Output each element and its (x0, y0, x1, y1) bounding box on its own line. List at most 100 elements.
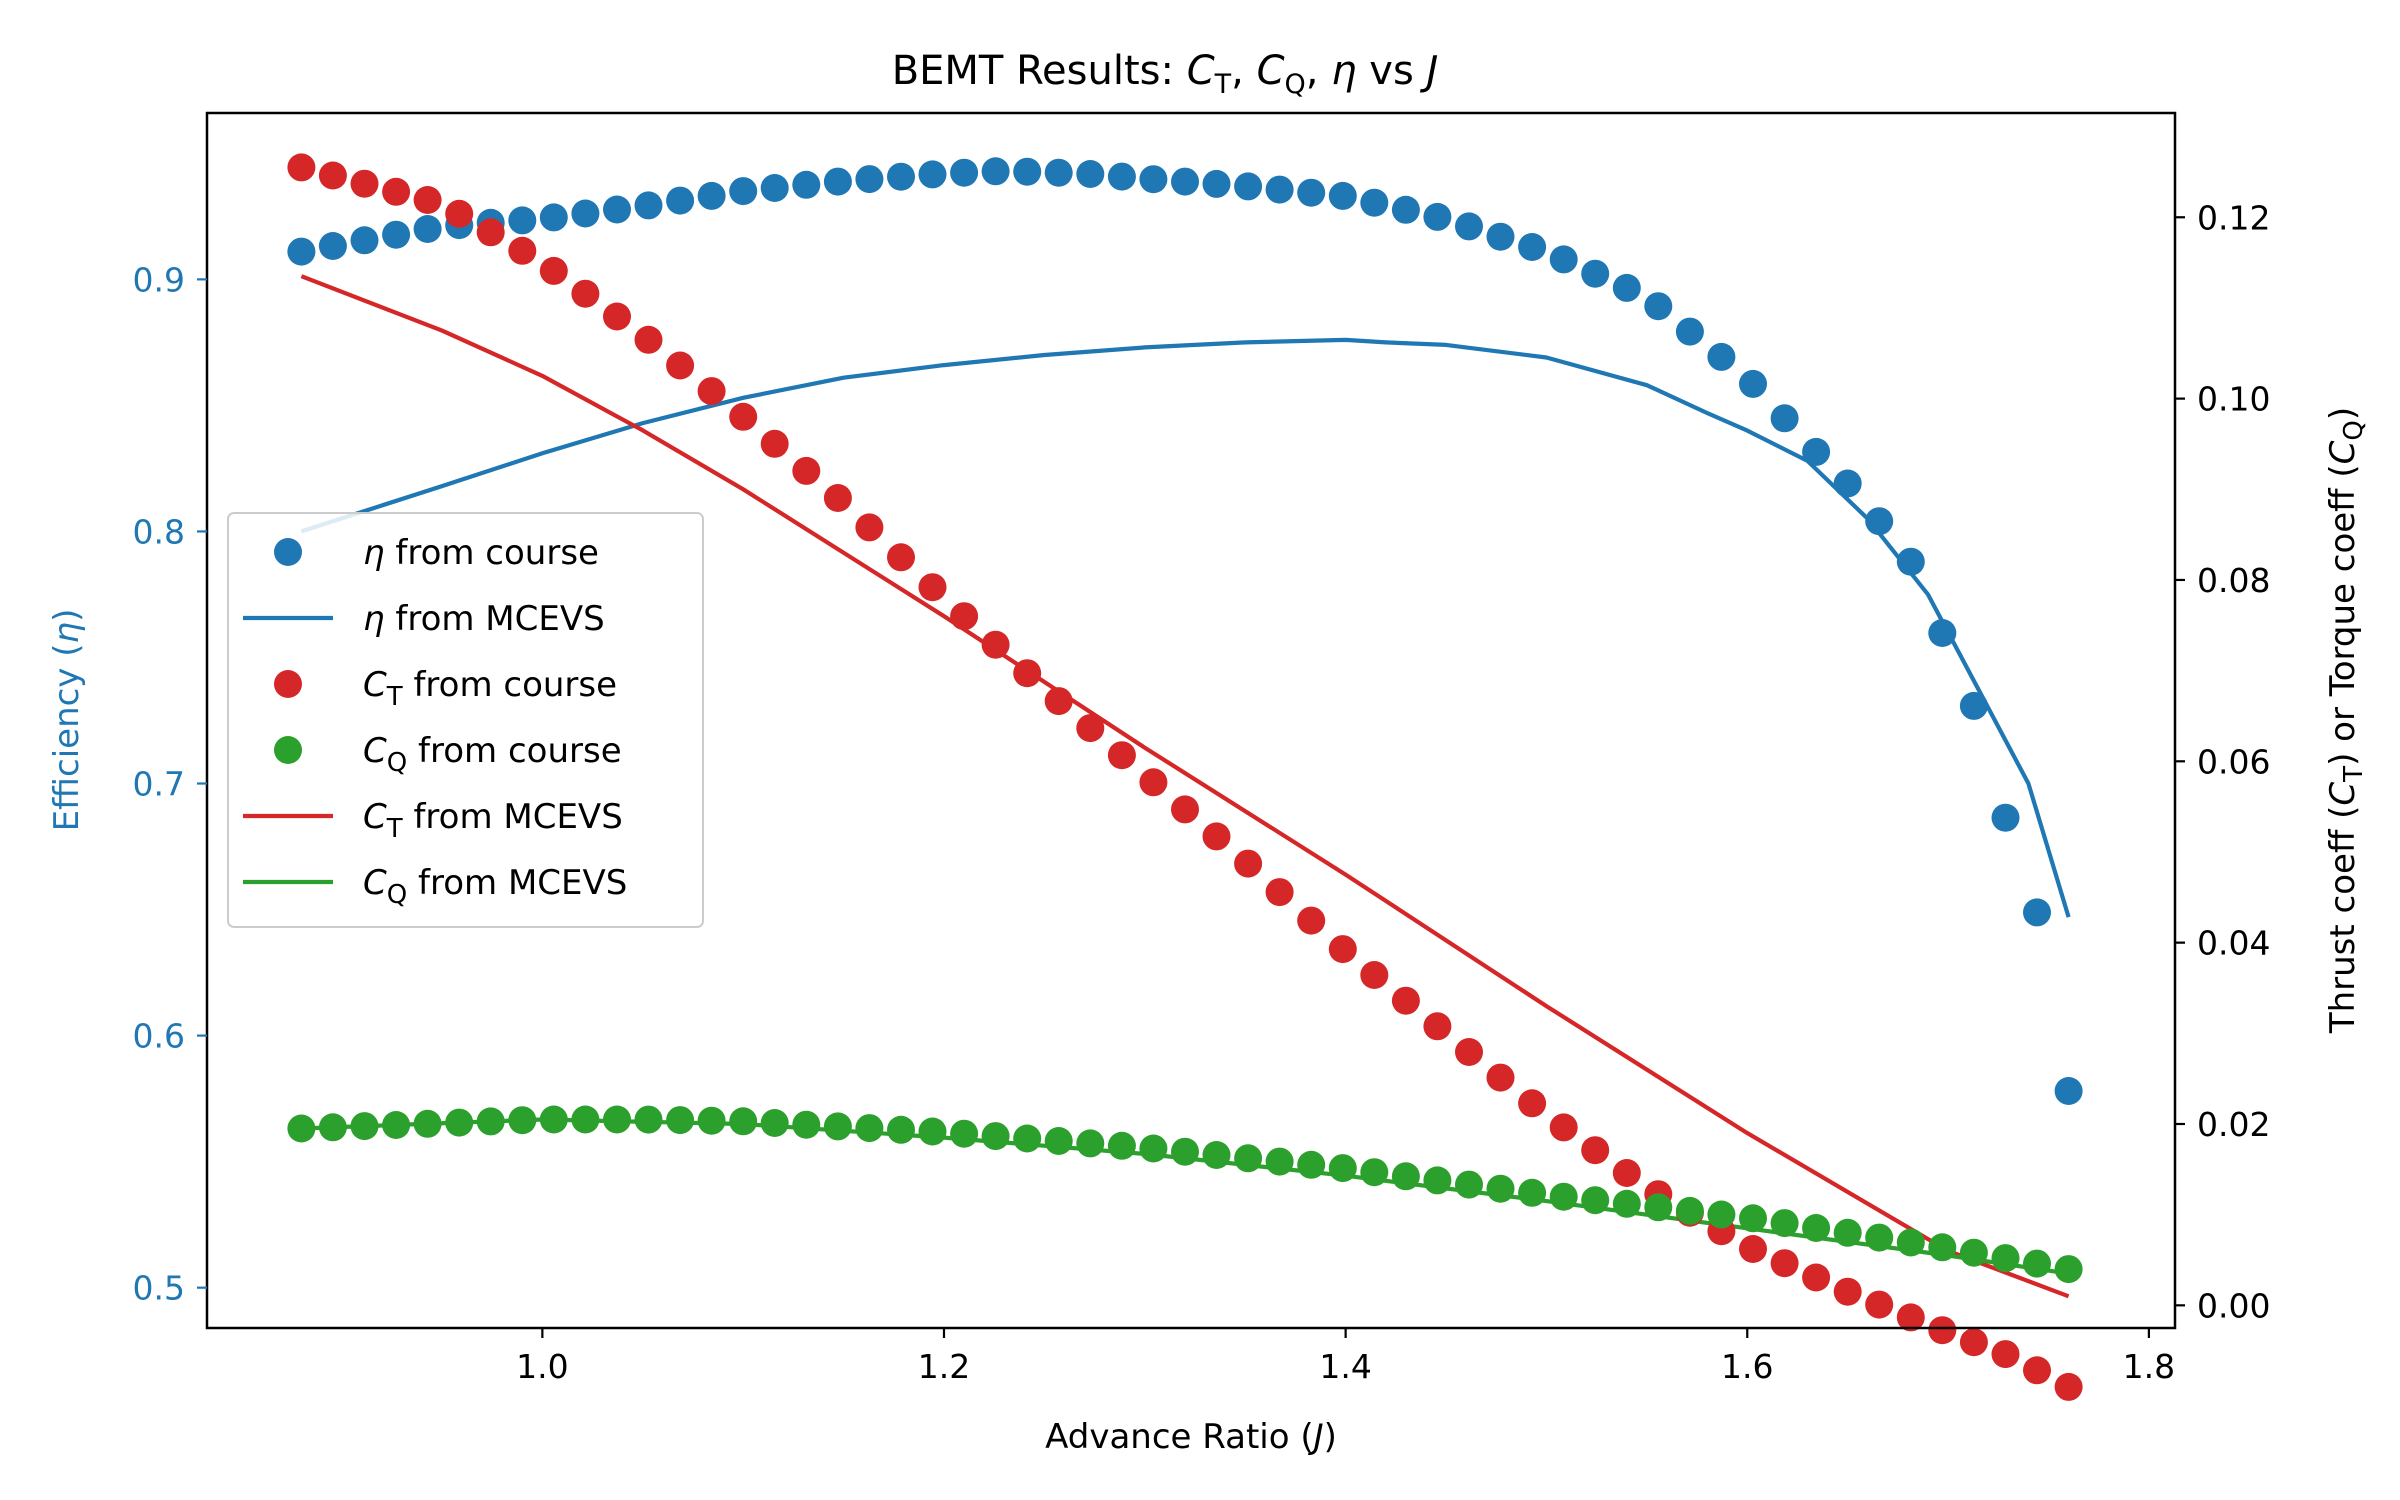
data-point (1770, 1249, 1799, 1278)
data-point (1770, 404, 1799, 433)
data-point (1612, 273, 1641, 302)
y-left-tick-label: 0.7 (133, 765, 185, 804)
data-point (1391, 986, 1420, 1015)
data-point (508, 206, 537, 235)
data-point (413, 186, 442, 214)
data-point (1833, 1218, 1862, 1247)
data-point (1549, 1113, 1578, 1142)
data-point (603, 1105, 631, 1134)
y-left-tick-label: 0.6 (133, 1017, 185, 1056)
legend-label: η from MCEVS (363, 599, 605, 639)
data-point (1013, 1124, 1042, 1153)
data-point (918, 573, 947, 602)
data-point (2054, 1372, 2083, 1401)
data-point (1959, 1328, 1988, 1357)
data-point (823, 484, 852, 512)
data-point (1234, 849, 1263, 878)
data-point (1675, 317, 1704, 346)
data-point (729, 402, 758, 431)
data-point (1202, 169, 1231, 198)
data-point (1107, 741, 1136, 770)
data-point (1423, 202, 1452, 231)
data-point (318, 161, 347, 190)
data-point (792, 170, 821, 199)
data-point (318, 1113, 347, 1142)
y-right-tick-label: 0.10 (2197, 380, 2270, 419)
legend-label: CT from course (363, 665, 617, 712)
data-point (1076, 1129, 1105, 1158)
data-point (918, 1117, 947, 1146)
data-point (476, 1107, 505, 1136)
data-point (382, 1111, 411, 1139)
data-point (950, 602, 979, 631)
data-point (1833, 469, 1862, 498)
data-point (887, 543, 915, 572)
data-point (1265, 175, 1294, 204)
data-point (1328, 181, 1357, 210)
series-points-c-t-from-course (287, 153, 2083, 1401)
data-point (1802, 1263, 1831, 1292)
data-point (634, 325, 663, 354)
plot-area (287, 153, 2083, 1401)
data-point (1644, 1193, 1673, 1222)
legend-entry: η from MCEVS (243, 599, 605, 639)
legend-entry: η from course (274, 533, 599, 573)
data-point (1171, 795, 1199, 824)
data-point (1455, 1170, 1483, 1199)
x-tick-label: 1.8 (2123, 1347, 2175, 1386)
series-points-c-q-from-course (287, 1105, 2083, 1284)
data-point (287, 153, 316, 182)
axis-ticks: 1.0 1.2 1.4 1.6 1.8 0.5 0.6 0.7 0.8 0.9 0.00 0.02 0.… (133, 198, 2271, 1386)
data-point (445, 199, 474, 228)
series-line-c-t-from-mcevs (300, 274, 2070, 1299)
data-point (2054, 1077, 2083, 1105)
data-point (1139, 1134, 1168, 1163)
data-point (508, 236, 537, 265)
x-tick-label: 1.2 (918, 1347, 970, 1386)
data-point (1139, 768, 1168, 797)
data-point (571, 199, 600, 228)
data-point (1865, 507, 1894, 536)
data-point (1234, 1144, 1263, 1173)
legend-label: CQ from MCEVS (363, 863, 627, 910)
data-point (1581, 259, 1610, 288)
data-point (413, 1109, 442, 1138)
data-point (350, 226, 379, 255)
legend-label: CQ from course (363, 731, 622, 778)
data-point (571, 1105, 600, 1134)
data-point (1455, 212, 1483, 241)
data-point (887, 162, 915, 191)
series-line-eta-from-mcevs (300, 337, 2071, 918)
data-point (1013, 157, 1042, 186)
data-point (1107, 162, 1136, 191)
data-point (823, 1112, 852, 1141)
legend-entry: CT from course (274, 665, 617, 712)
data-point (1076, 714, 1105, 743)
legend-entry: CQ from MCEVS (243, 863, 627, 910)
data-point (729, 177, 758, 206)
data-point (1391, 1162, 1420, 1191)
data-point (1044, 687, 1073, 716)
data-point (1518, 1089, 1547, 1118)
data-point (1739, 369, 1767, 398)
data-point (1044, 158, 1073, 187)
data-point (287, 237, 316, 266)
data-point (1896, 1228, 1925, 1257)
legend: η from course η from MCEVS CT from course C… (227, 512, 704, 928)
data-point (1455, 1038, 1483, 1066)
data-point (792, 1110, 821, 1139)
data-point (1802, 1214, 1831, 1242)
data-point (1297, 906, 1326, 935)
data-point (603, 302, 631, 331)
axes-frame (205, 111, 2177, 1330)
data-point (1802, 437, 1831, 466)
legend-marker-dot (274, 670, 302, 698)
data-point (792, 456, 821, 485)
data-point (1486, 1063, 1515, 1092)
data-point (1928, 619, 1957, 647)
data-point (1139, 165, 1168, 194)
data-point (1581, 1186, 1610, 1215)
y-right-tick-label: 0.00 (2197, 1286, 2270, 1325)
y-right-tick-label: 0.04 (2197, 924, 2270, 963)
data-point (445, 1108, 474, 1137)
